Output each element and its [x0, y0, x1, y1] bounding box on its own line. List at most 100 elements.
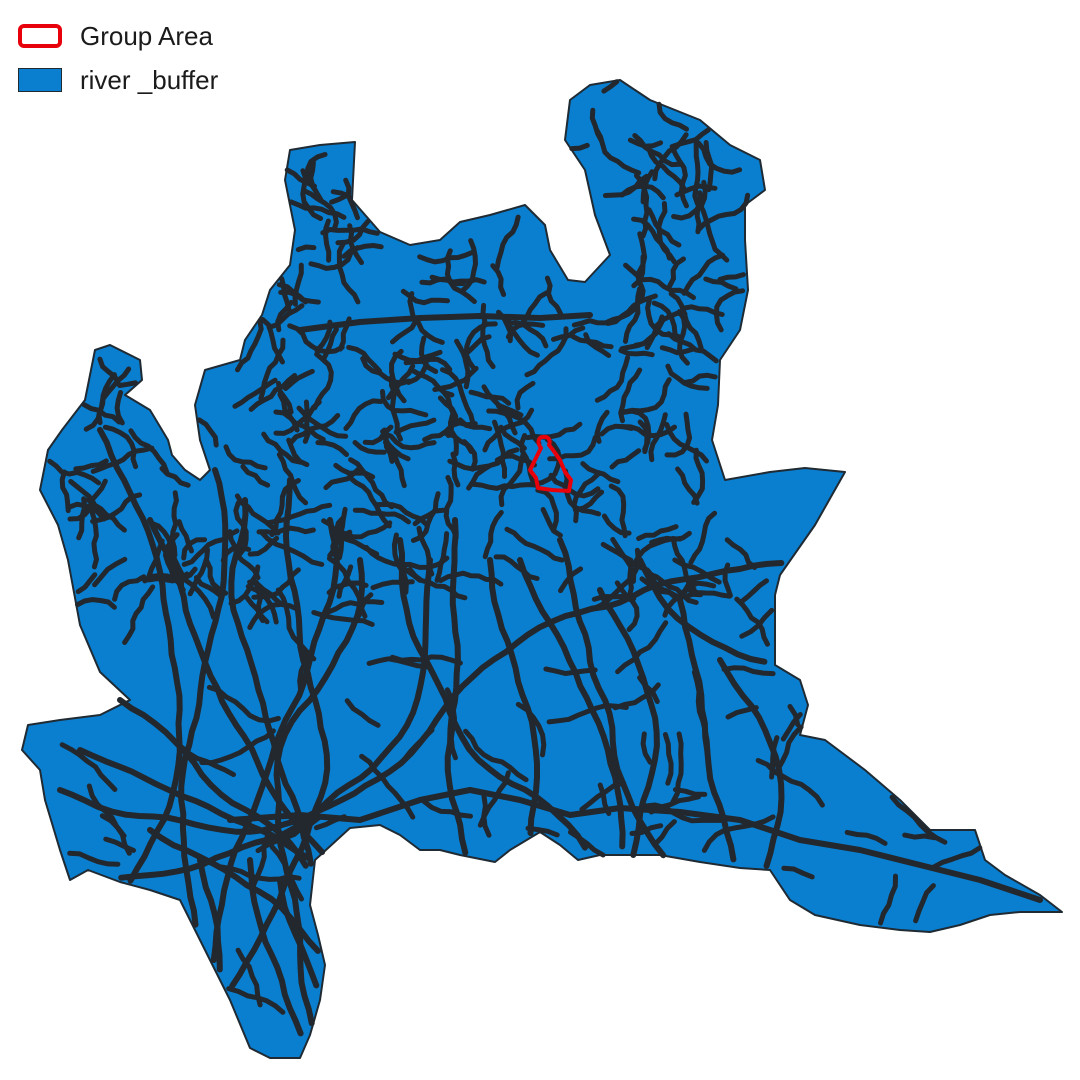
river-segment: [380, 429, 395, 464]
river-segment: [652, 132, 689, 182]
river-segment: [614, 580, 640, 632]
river-segment: [128, 428, 170, 475]
river-segment: [701, 814, 776, 853]
river-segment: [277, 877, 320, 989]
river-segment: [75, 572, 98, 595]
river-segment: [73, 458, 109, 472]
river-segment: [244, 594, 270, 625]
river-segment: [597, 782, 612, 816]
river-segment: [621, 408, 652, 452]
group-area-swatch-icon: [18, 24, 62, 48]
river-segment: [228, 497, 314, 867]
river-segment: [266, 303, 305, 330]
river-segment: [329, 193, 349, 205]
river-segment: [336, 241, 361, 305]
river-segment: [669, 144, 689, 209]
river-segment: [393, 417, 437, 435]
river-segment: [269, 478, 301, 538]
river-segment: [269, 844, 304, 902]
river-segment: [490, 263, 507, 297]
river-segment: [605, 293, 658, 326]
river-segment: [421, 798, 473, 819]
river-segment: [114, 390, 125, 426]
river-segment: [336, 520, 393, 540]
river-segment: [417, 249, 476, 265]
river-segment: [97, 356, 121, 387]
river-segment: [391, 532, 409, 595]
river-segment: [275, 587, 317, 662]
river-segment: [524, 326, 569, 378]
legend-item-river-buffer[interactable]: river _buffer: [18, 62, 218, 98]
river-segment: [206, 684, 281, 724]
river-segment: [336, 564, 354, 599]
river-segment: [178, 744, 236, 778]
river-segment: [235, 318, 264, 373]
river-segment: [687, 588, 732, 599]
river-segment: [515, 701, 547, 758]
river-segment: [878, 873, 898, 926]
river-segment: [676, 309, 690, 366]
river-segment: [83, 372, 117, 432]
river-segment: [517, 557, 626, 850]
river-segment: [288, 413, 341, 446]
river-segment: [86, 783, 132, 856]
river-segment: [112, 574, 147, 602]
group-area-outline[interactable]: [528, 434, 573, 493]
river-segment: [181, 528, 240, 567]
river-segment: [637, 675, 660, 704]
river-segment: [181, 576, 216, 620]
river-segment: [419, 335, 439, 374]
river-segment: [774, 724, 804, 773]
river-segment: [117, 697, 309, 869]
river-segment: [218, 864, 302, 882]
river-segment: [480, 302, 496, 370]
river-segment: [573, 489, 605, 513]
river-segment: [514, 380, 536, 411]
river-segment: [626, 565, 634, 600]
river-segment: [159, 466, 191, 488]
river-segment: [662, 732, 674, 786]
river-segment: [407, 566, 468, 601]
river-segment: [570, 334, 614, 350]
river-segment: [633, 316, 666, 348]
river-segment: [315, 440, 349, 457]
river-segment: [535, 487, 559, 532]
river-segment: [589, 107, 604, 143]
river-segment: [682, 372, 718, 385]
river-segment: [348, 457, 395, 510]
river-segment: [380, 389, 429, 418]
river-segment: [403, 356, 453, 372]
river-segment: [343, 398, 384, 431]
river-segment: [67, 501, 107, 522]
river-segment: [589, 547, 641, 612]
river-segment: [47, 458, 102, 486]
river-segment: [688, 510, 718, 565]
river-segment: [229, 477, 331, 989]
river-segment: [359, 753, 416, 820]
river-segment: [492, 419, 507, 479]
river-segment: [232, 377, 278, 409]
river-segment: [461, 439, 478, 472]
river-segment: [223, 444, 268, 471]
river-segment: [196, 417, 219, 448]
river-segment: [335, 218, 371, 246]
river-segment: [627, 137, 664, 149]
river-segment: [434, 531, 450, 583]
river-segment: [444, 687, 458, 761]
river-segment: [321, 326, 339, 361]
river-segment: [671, 179, 708, 221]
river-segment: [323, 218, 332, 263]
river-segment: [347, 223, 364, 266]
river-segment: [326, 580, 369, 596]
river-segment: [326, 556, 368, 619]
legend-item-group-area[interactable]: Group Area: [18, 18, 218, 54]
river-segment: [204, 558, 229, 596]
river-segment: [551, 325, 586, 342]
river-segment: [147, 827, 321, 954]
river-segment: [301, 188, 339, 233]
river-segment: [546, 703, 629, 725]
river-segment: [344, 698, 381, 728]
river-segment: [505, 320, 549, 349]
river-segment: [781, 865, 815, 880]
river-buffer-swatch-icon: [18, 68, 62, 92]
